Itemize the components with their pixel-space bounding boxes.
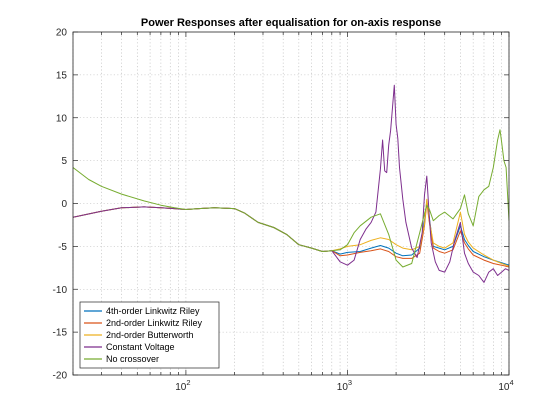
y-tick-labels: 20 15 10 5 0 -5 -10 -15 -20 [53,28,68,382]
y-tick-label: 5 [61,156,67,167]
x-tick-label: 102 [175,378,190,393]
legend-label: Constant Voltage [106,342,175,352]
series-line-no-crossover [73,129,509,268]
grid [72,32,510,375]
ticks [72,31,510,376]
legend-label: 2nd-order Linkwitz Riley [106,318,203,328]
series-lines [73,84,509,283]
y-tick-label: -20 [53,371,68,382]
x-tick-label: 104 [498,378,513,393]
legend-label: No crossover [106,354,159,364]
y-tick-label: 0 [61,199,67,210]
legend-label: 4th-order Linkwitz Riley [106,306,200,316]
x-tick-labels: 102 103 104 [175,378,513,393]
y-tick-label: 20 [56,28,68,39]
legend-box [79,301,220,369]
y-tick-label: -10 [53,285,68,296]
y-tick-label: 10 [56,113,68,124]
legend: 4th-order Linkwitz Riley 2nd-order Linkwi… [79,301,220,369]
chart-title: Power Responses after equalisation for o… [141,17,441,29]
legend-label: 2nd-order Butterworth [106,330,194,340]
y-tick-label: 15 [56,70,68,81]
x-tick-label: 103 [337,378,352,393]
y-tick-label: -5 [58,242,67,253]
y-tick-label: -15 [53,328,68,339]
